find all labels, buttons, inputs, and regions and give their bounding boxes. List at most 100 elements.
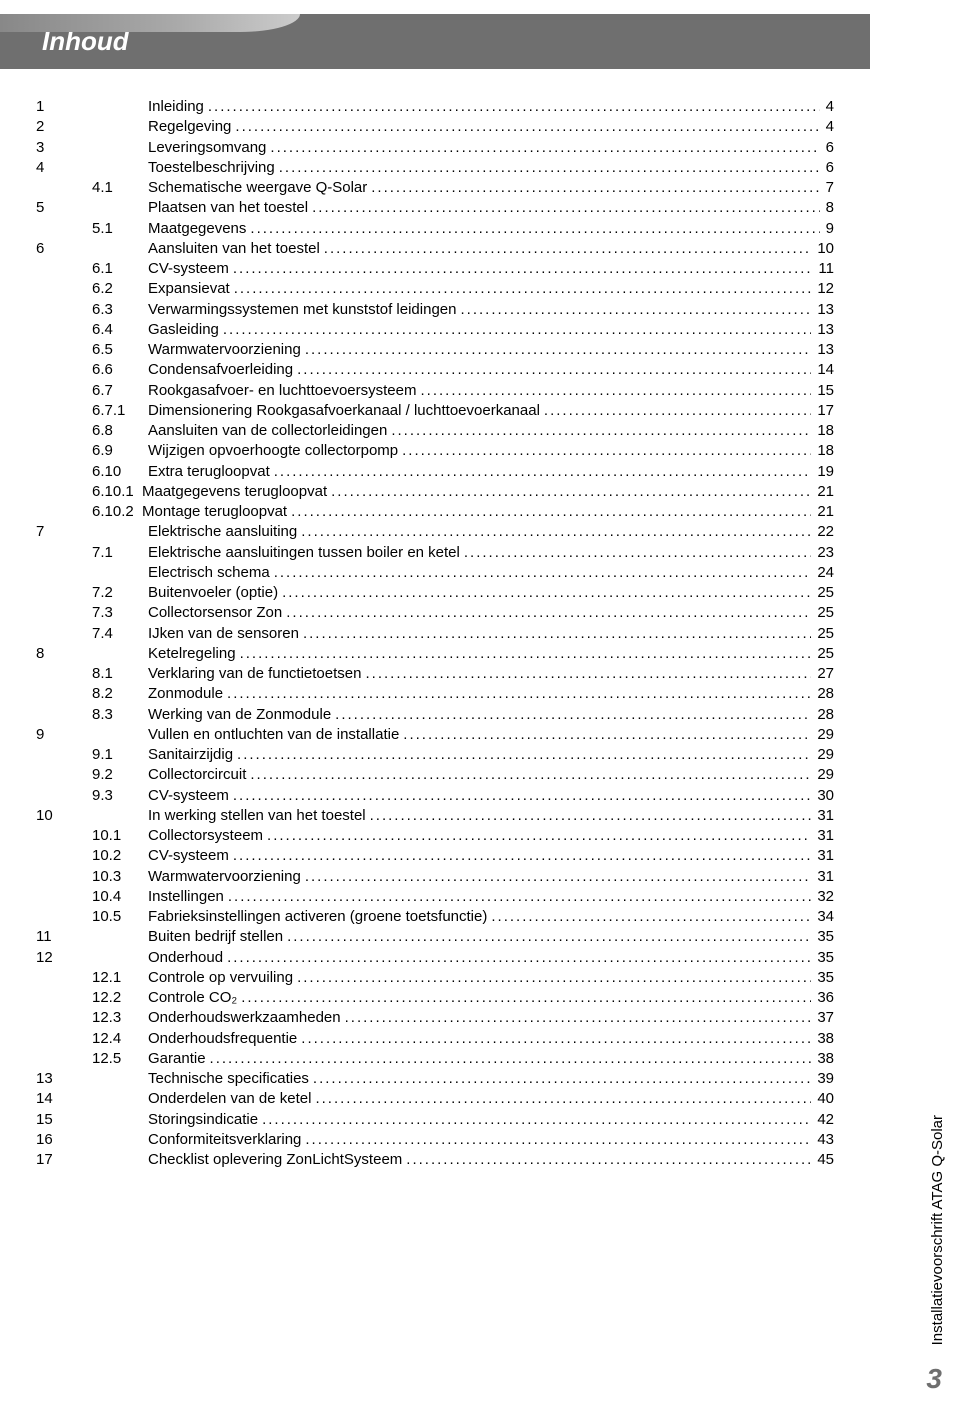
- toc-page-number: 38: [811, 1049, 834, 1069]
- toc-leader-dots: [301, 522, 811, 542]
- toc-leader-dots: [305, 1130, 811, 1150]
- toc-page-number: 21: [811, 482, 834, 502]
- toc-entry-title: CV-systeem: [148, 259, 233, 279]
- toc-section-number: 6.2: [92, 279, 148, 299]
- toc-section-number: 7.3: [92, 603, 148, 623]
- toc-row: 6.8Aansluiten van de collectorleidingen1…: [36, 421, 834, 441]
- toc-row: 10.2CV-systeem31: [36, 846, 834, 866]
- toc-page-number: 22: [811, 522, 834, 542]
- toc-leader-dots: [303, 624, 811, 644]
- toc-section-number: 6.10.1: [92, 482, 142, 502]
- toc-entry-title: Onderdelen van de ketel: [148, 1089, 315, 1109]
- toc-page-number: 40: [811, 1089, 834, 1109]
- toc-section-number: 7.1: [92, 543, 148, 563]
- toc-row: 14 Onderdelen van de ketel 40: [36, 1089, 834, 1109]
- toc-entry-title: Garantie: [148, 1049, 210, 1069]
- toc-leader-dots: [267, 826, 811, 846]
- toc-section-number: 5.1: [92, 219, 148, 239]
- toc-leader-dots: [286, 603, 811, 623]
- toc-page-number: 4: [820, 117, 834, 137]
- toc-row: 6.3Verwarmingssystemen met kunststof lei…: [36, 300, 834, 320]
- toc-row: 8.1Verklaring van de functietoetsen27: [36, 664, 834, 684]
- toc-leader-dots: [223, 320, 811, 340]
- toc-section-number: 6.10: [92, 462, 148, 482]
- toc-entry-title: Warmwatervoorziening: [148, 867, 305, 887]
- toc-page-number: 14: [811, 360, 834, 380]
- toc-entry-title: Regelgeving: [148, 117, 235, 137]
- toc-leader-dots: [297, 360, 811, 380]
- toc-leader-dots: [210, 1049, 812, 1069]
- toc-entry-title: Elektrische aansluitingen tussen boiler …: [148, 543, 464, 563]
- toc-row: 10.3Warmwatervoorziening31: [36, 867, 834, 887]
- toc-chapter-number: 1: [36, 97, 92, 117]
- toc-page-number: 6: [820, 138, 834, 158]
- toc-leader-dots: [403, 725, 811, 745]
- toc-page-number: 17: [811, 401, 834, 421]
- toc-leader-dots: [233, 846, 811, 866]
- toc-section-number: 6.8: [92, 421, 148, 441]
- toc-leader-dots: [233, 786, 811, 806]
- toc-row: 10.5Fabrieksinstellingen activeren (groe…: [36, 907, 834, 927]
- toc-entry-title: Warmwatervoorziening: [148, 340, 305, 360]
- toc-row: 9.1Sanitairzijdig29: [36, 745, 834, 765]
- toc-page-number: 35: [811, 927, 834, 947]
- toc-leader-dots: [371, 178, 819, 198]
- toc-entry-title: Elektrische aansluiting: [148, 522, 301, 542]
- toc-row: 17Checklist oplevering ZonLichtSysteem45: [36, 1150, 834, 1170]
- toc-chapter-number: 14: [36, 1089, 92, 1109]
- toc-chapter-number: 16: [36, 1130, 92, 1150]
- toc-row: 3Leveringsomvang6: [36, 138, 834, 158]
- toc-section-number: 9.2: [92, 765, 148, 785]
- toc-page-number: 39: [811, 1069, 834, 1089]
- toc-chapter-number: 4: [36, 158, 92, 178]
- toc-section-number: 6.7.1: [92, 401, 148, 421]
- toc-entry-title: Onderhoudswerkzaamheden: [148, 1008, 345, 1028]
- toc-section-number: 6.3: [92, 300, 148, 320]
- toc-row: 5Plaatsen van het toestel8: [36, 198, 834, 218]
- toc-page-number: 31: [811, 806, 834, 826]
- toc-chapter-number: 13: [36, 1069, 92, 1089]
- toc-row: 10.4Instellingen32: [36, 887, 834, 907]
- toc-page-number: 13: [811, 320, 834, 340]
- toc-row: 4.1Schematische weergave Q-Solar7: [36, 178, 834, 198]
- toc-section-number: 6.4: [92, 320, 148, 340]
- toc-section-number: 6.7: [92, 381, 148, 401]
- toc-leader-dots: [406, 1150, 811, 1170]
- toc-row: 9.2Collectorcircuit29: [36, 765, 834, 785]
- toc-entry-title: Schematische weergave Q-Solar: [148, 178, 371, 198]
- toc-entry-title: Plaatsen van het toestel: [148, 198, 312, 218]
- toc-page-number: 31: [811, 867, 834, 887]
- toc-row: 8Ketelregeling25: [36, 644, 834, 664]
- toc-entry-title: Technische specificaties: [148, 1069, 313, 1089]
- toc-section-number: 10.5: [92, 907, 148, 927]
- toc-row: 6.5Warmwatervoorziening13: [36, 340, 834, 360]
- toc-chapter-number: 8: [36, 644, 92, 664]
- toc-row: 2Regelgeving4: [36, 117, 834, 137]
- toc-page-number: 29: [811, 765, 834, 785]
- toc-leader-dots: [305, 340, 811, 360]
- toc-leader-dots: [274, 462, 812, 482]
- toc-page-number: 36: [811, 988, 834, 1008]
- toc-entry-title: Dimensionering Rookgasafvoerkanaal / luc…: [148, 401, 544, 421]
- toc-row: 10.1Collectorsysteem31: [36, 826, 834, 846]
- toc-leader-dots: [287, 927, 811, 947]
- side-document-label: Installatievoorschrift ATAG Q-Solar: [929, 1115, 946, 1345]
- toc-section-number: 12.4: [92, 1029, 148, 1049]
- toc-row: 9Vullen en ontluchten van de installatie…: [36, 725, 834, 745]
- toc-entry-title: Buiten bedrijf stellen: [148, 927, 287, 947]
- toc-leader-dots: [241, 988, 811, 1008]
- toc-leader-dots: [262, 1110, 811, 1130]
- header-swoosh: [0, 14, 300, 32]
- toc-leader-dots: [237, 745, 811, 765]
- toc-row: 12.2Controle CO₂36: [36, 988, 834, 1008]
- toc-entry-title: Maatgegevens: [148, 219, 250, 239]
- toc-leader-dots: [324, 239, 812, 259]
- toc-section-number: 6.9: [92, 441, 148, 461]
- toc-page-number: 15: [811, 381, 834, 401]
- toc-leader-dots: [234, 279, 812, 299]
- toc-entry-title: Controle CO₂: [148, 988, 241, 1008]
- toc-entry-title: Onderhoudsfrequentie: [148, 1029, 301, 1049]
- toc-entry-title: CV-systeem: [148, 846, 233, 866]
- toc-page-number: 4: [820, 97, 834, 117]
- toc-entry-title: Leveringsomvang: [148, 138, 270, 158]
